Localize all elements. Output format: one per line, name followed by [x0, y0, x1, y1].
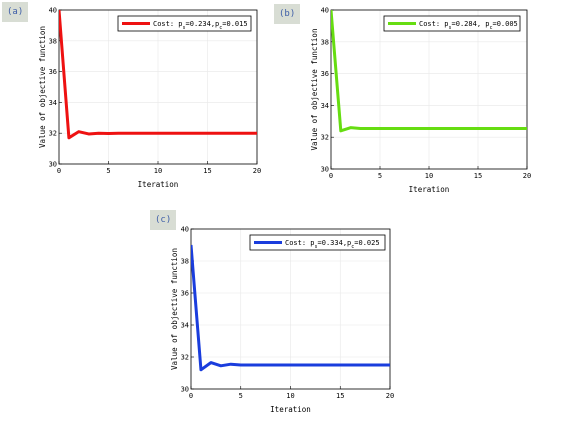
x-axis-label: Iteration [409, 185, 450, 194]
legend-label: Cost: ps=0.334,pc=0.025 [285, 239, 380, 250]
y-tick-label: 38 [321, 38, 329, 46]
panel-label-a: (a) [2, 2, 29, 22]
x-tick-label: 20 [523, 172, 531, 180]
y-tick-label: 36 [49, 68, 57, 76]
chart-panel-c: (c) 0 5 10 15 20 30 32 34 36 38 40 Iteration Value o… [150, 210, 410, 420]
x-axis-label: Iteration [138, 180, 179, 189]
legend: Cost: ps=0.334,pc=0.025 [249, 234, 386, 251]
chart-c: 0 5 10 15 20 30 32 34 36 38 40 Iteration Value of ob… [170, 226, 394, 415]
x-tick-label: 15 [336, 392, 344, 400]
y-axis-label: Value of objective function [38, 26, 47, 148]
x-tick-label: 5 [239, 392, 243, 400]
y-tick-label: 34 [321, 102, 329, 110]
y-tick-label: 32 [49, 130, 57, 138]
x-tick-label: 20 [386, 392, 394, 400]
panel-label-c: (c) [150, 210, 177, 230]
legend-box [249, 234, 386, 251]
chart-panel-b: (b) 0 5 10 15 20 30 32 34 36 38 40 Iteration Value o… [272, 0, 572, 205]
y-tick-label: 34 [49, 99, 57, 107]
x-tick-label: 20 [253, 167, 261, 175]
legend-box [383, 15, 521, 32]
y-tick-label: 38 [181, 258, 189, 266]
y-axis-label: Value of objective function [170, 248, 179, 370]
y-tick-label: 36 [321, 70, 329, 78]
x-tick-label: 5 [106, 167, 110, 175]
y-tick-label: 30 [321, 166, 329, 174]
x-tick-label: 5 [378, 172, 382, 180]
x-tick-label: 15 [203, 167, 211, 175]
legend-label: Cost: ps=0.284, pc=0.005 [419, 20, 518, 31]
y-tick-label: 32 [181, 354, 189, 362]
y-tick-label: 38 [49, 37, 57, 45]
y-tick-label: 40 [321, 7, 329, 15]
panel-label-b: (b) [274, 4, 301, 24]
grid [330, 9, 528, 170]
chart-b: 0 5 10 15 20 30 32 34 36 38 40 Iteration Value of ob… [310, 7, 531, 195]
legend: Cost: ps=0.284, pc=0.005 [383, 15, 521, 32]
legend-label: Cost: ps=0.234,pc=0.015 [153, 20, 248, 31]
legend: Cost: ps=0.234,pc=0.015 [117, 15, 252, 32]
x-tick-label: 10 [286, 392, 294, 400]
y-tick-label: 36 [181, 290, 189, 298]
chart-a: 0 5 10 15 20 30 32 34 36 38 40 Iteration Value of ob… [38, 7, 261, 190]
x-tick-label: 0 [329, 172, 333, 180]
x-tick-label: 0 [57, 167, 61, 175]
legend-box [117, 15, 252, 32]
grid [58, 9, 258, 165]
y-tick-label: 34 [181, 322, 189, 330]
y-tick-label: 40 [49, 7, 57, 15]
chart-panel-a: (a) 0 5 10 15 20 30 32 34 36 38 40 Iteration Value o… [0, 0, 290, 205]
x-tick-label: 10 [425, 172, 433, 180]
y-tick-label: 40 [181, 226, 189, 234]
x-tick-label: 0 [189, 392, 193, 400]
x-axis-label: Iteration [270, 405, 311, 414]
x-tick-label: 15 [474, 172, 482, 180]
y-tick-label: 32 [321, 134, 329, 142]
y-tick-label: 30 [49, 161, 57, 169]
x-tick-label: 10 [154, 167, 162, 175]
y-tick-label: 30 [181, 386, 189, 394]
y-axis-label: Value of objective function [310, 29, 319, 151]
